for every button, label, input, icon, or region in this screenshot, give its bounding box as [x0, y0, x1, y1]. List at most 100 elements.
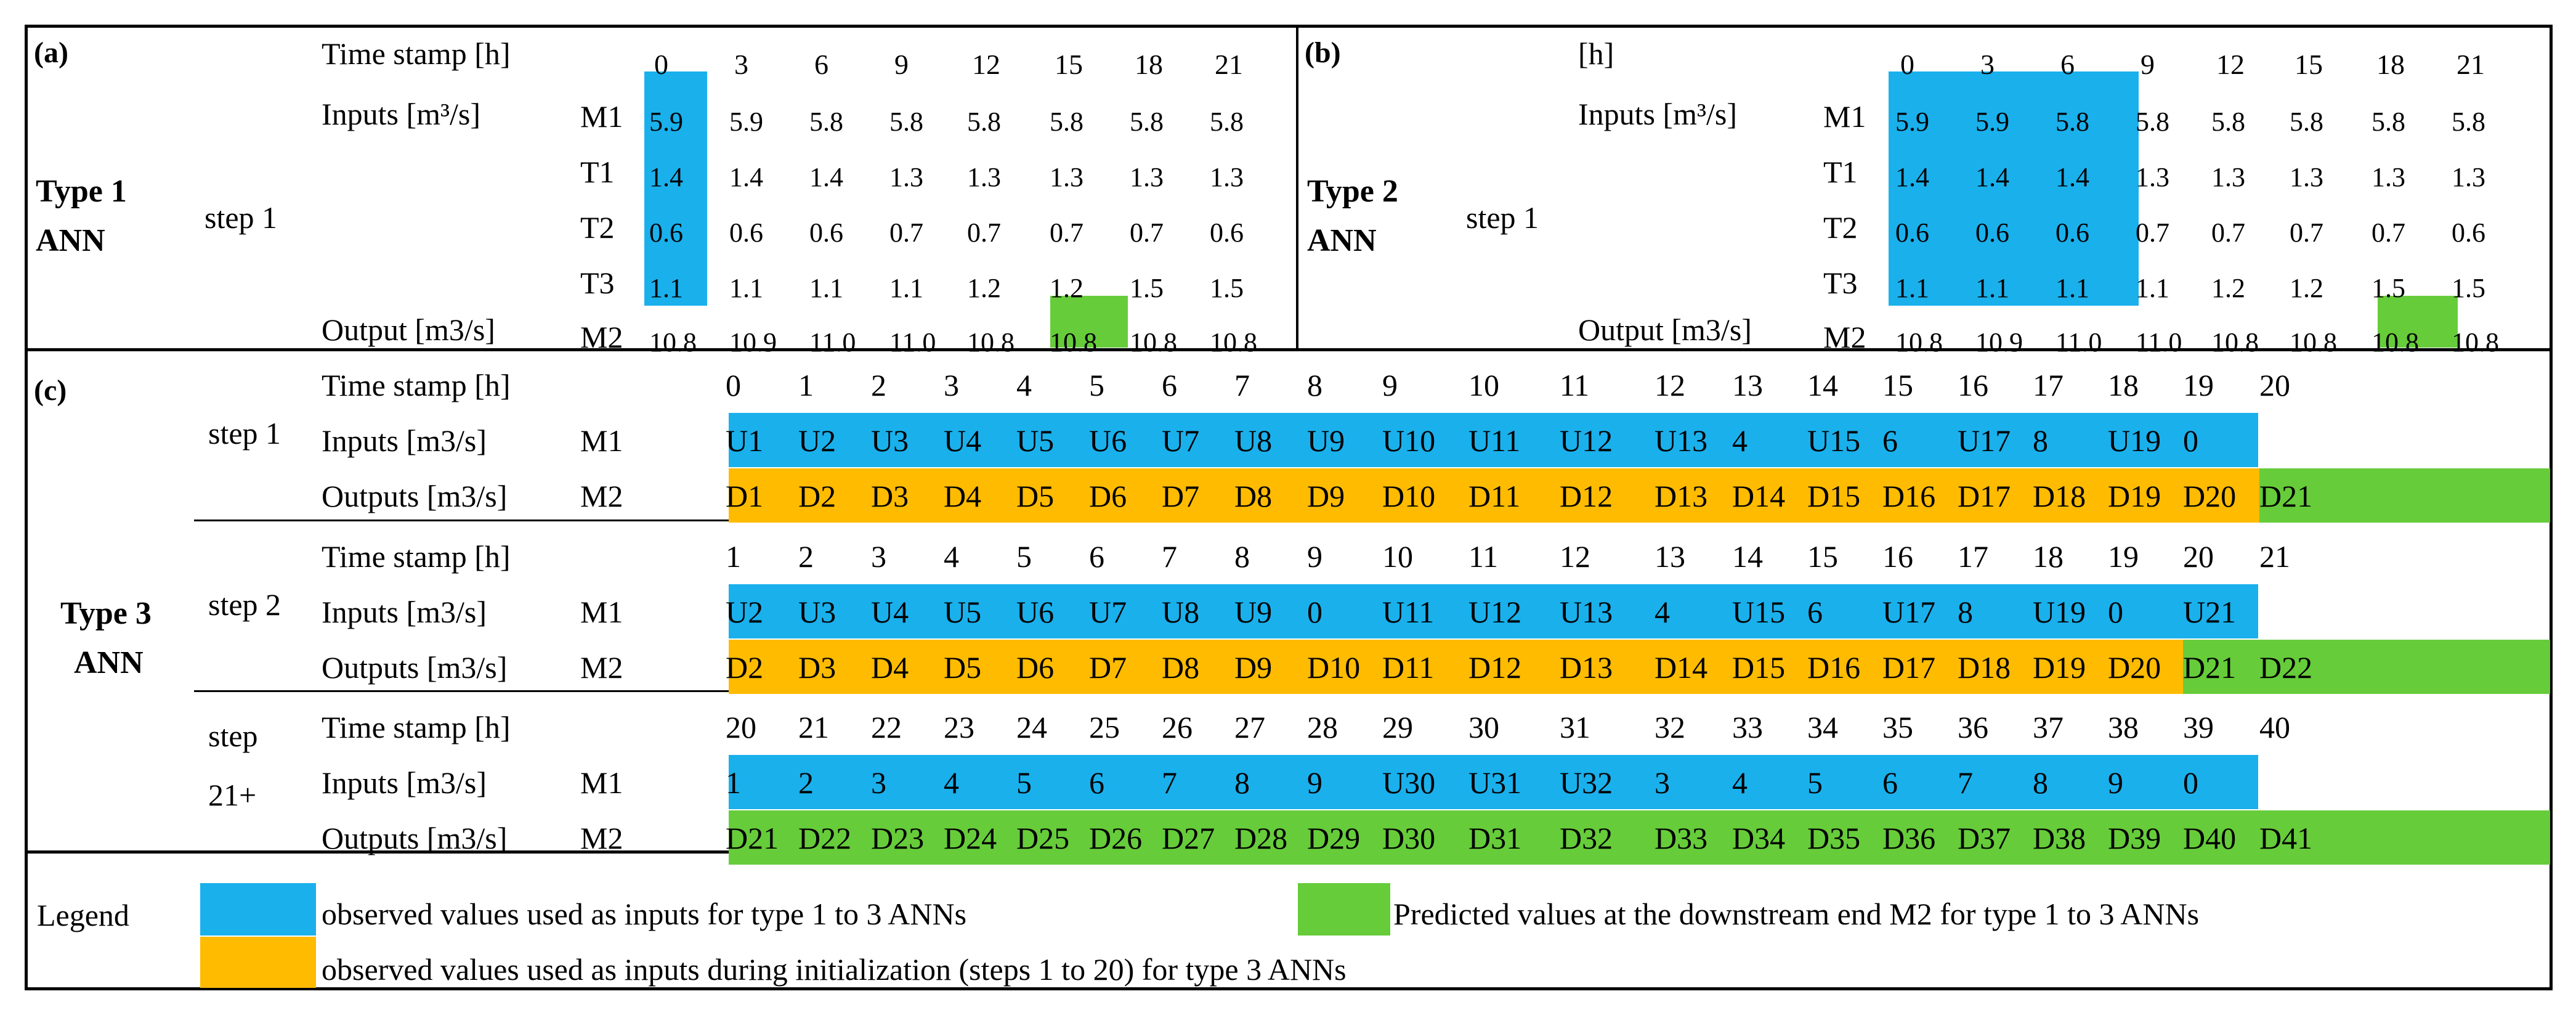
panel_a-cell: 10.8: [1050, 327, 1097, 357]
output-value: D18: [1958, 650, 2011, 685]
panel_b-cell: 5.9: [1975, 107, 2009, 137]
time-tick: 8: [1234, 539, 1250, 574]
output-value: D14: [1655, 650, 1708, 685]
panel_b-cell: 1.3: [2290, 162, 2323, 192]
time-tick: 6: [1089, 539, 1104, 574]
panel_a-type-label-ann: ANN: [36, 223, 105, 258]
output-value: D27: [1162, 821, 1215, 855]
outputs-label: Outputs [m3/s]: [322, 821, 508, 855]
output-value: D29: [1307, 821, 1361, 855]
input-value: 6: [1882, 423, 1898, 458]
panel-c-type-label-ann: ANN: [74, 645, 144, 680]
time-tick: 2: [798, 539, 814, 574]
panel-c-label: (c): [34, 374, 67, 407]
panel_b-inputs-label: Inputs [m³/s]: [1578, 97, 1738, 131]
time-tick: 33: [1732, 710, 1763, 744]
output-value: D2: [798, 479, 836, 513]
time-tick: 19: [2108, 539, 2139, 574]
panel_a-cell: 1.3: [889, 162, 923, 192]
output-value: D10: [1382, 479, 1436, 513]
input-value: U11: [1468, 423, 1521, 458]
time-tick: 11: [1560, 368, 1590, 402]
panel_a-cell: 10.8: [1130, 327, 1177, 357]
input-value: U10: [1382, 423, 1436, 458]
time-tick: 17: [2033, 368, 2064, 402]
time-tick: 14: [1807, 368, 1838, 402]
panel-c-type-label: Type 3: [60, 596, 152, 631]
output-value: D12: [1560, 479, 1613, 513]
output-value: D1: [726, 479, 764, 513]
time-tick: 7: [1162, 539, 1177, 574]
panel-c-top-border: [25, 348, 2553, 351]
input-value: U19: [2108, 423, 2161, 458]
input-value: 1: [726, 765, 741, 800]
panel_a-time-tick: 12: [972, 49, 1000, 80]
time-tick: 16: [1958, 368, 1988, 402]
time-tick: 1: [798, 368, 814, 402]
panel_b-cell: 0.7: [2371, 218, 2405, 248]
input-value: 3: [1655, 765, 1670, 800]
time-tick: 4: [944, 539, 959, 574]
input-value: 6: [1089, 765, 1104, 800]
time-tick: 19: [2183, 368, 2214, 402]
step-label: step 1: [208, 416, 281, 450]
output-value: D40: [2183, 821, 2237, 855]
panel_b-time-tick: 21: [2457, 49, 2485, 80]
time-stamp-label: Time stamp [h]: [322, 710, 511, 744]
time-tick: 1: [726, 539, 741, 574]
panel_a-time-tick: 0: [654, 49, 668, 80]
output-value: D20: [2108, 650, 2161, 685]
output-value: D17: [1882, 650, 1936, 685]
panel_a-row-name: T2: [580, 210, 615, 245]
input-value: U31: [1468, 765, 1522, 800]
panel_a-cell: 1.4: [809, 162, 843, 192]
outputs-label: Outputs [m3/s]: [322, 479, 508, 513]
input-value: 4: [1655, 595, 1670, 629]
panel_b-cell: 5.8: [2136, 107, 2169, 137]
time-tick: 31: [1560, 710, 1590, 744]
panel_a-step-label: step 1: [205, 200, 278, 235]
legend-predicted-text: Predicted values at the downstream end M…: [1393, 897, 2200, 931]
time-tick: 34: [1807, 710, 1838, 744]
panel_a-observed-inputs-fill: [644, 71, 707, 306]
output-value: D15: [1807, 479, 1861, 513]
panel_a-cell: 1.3: [1130, 162, 1164, 192]
panel_a-cell: 5.8: [1210, 107, 1244, 137]
output-value: D4: [871, 650, 909, 685]
time-tick: 16: [1882, 539, 1913, 574]
input-value: 9: [2108, 765, 2123, 800]
panel_b-time-tick: 0: [1900, 49, 1914, 80]
step-label: step: [208, 719, 258, 753]
panel_a-time-tick: 15: [1055, 49, 1083, 80]
input-value: 2: [798, 765, 814, 800]
output-value: D20: [2183, 479, 2237, 513]
panel_b-cell: 1.4: [2056, 162, 2089, 192]
panel_b-cell: 0.6: [1895, 218, 1929, 248]
output-value: D9: [1234, 650, 1273, 685]
input-value: U3: [798, 595, 836, 629]
panel_b-row-name: M1: [1823, 99, 1866, 134]
panel_a-time-tick: 18: [1135, 49, 1163, 80]
panel_a-time-tick: 6: [814, 49, 828, 80]
panel_a-cell: 10.8: [649, 327, 697, 357]
panel_a-cell: 5.8: [889, 107, 923, 137]
output-value: D23: [871, 821, 925, 855]
time-tick: 25: [1089, 710, 1120, 744]
legend-init-text: observed values used as inputs during in…: [322, 952, 1347, 987]
panel_a-cell: 10.8: [1210, 327, 1257, 357]
input-value: 9: [1307, 765, 1322, 800]
panel_b-cell: 5.8: [2371, 107, 2405, 137]
input-value: 4: [944, 765, 959, 800]
panel_b-cell: 10.8: [2371, 327, 2419, 357]
panel_b-cell: 1.2: [2290, 273, 2323, 303]
input-value: 7: [1162, 765, 1177, 800]
panel_a-cell: 1.2: [967, 273, 1001, 303]
panel_b-cell: 11.0: [2056, 327, 2102, 357]
input-value: U13: [1560, 595, 1613, 629]
time-tick: 12: [1655, 368, 1685, 402]
output-value: D11: [1382, 650, 1435, 685]
output-value: D7: [1089, 650, 1127, 685]
input-value: U4: [944, 423, 982, 458]
input-value: 5: [1016, 765, 1032, 800]
time-tick: 23: [944, 710, 974, 744]
